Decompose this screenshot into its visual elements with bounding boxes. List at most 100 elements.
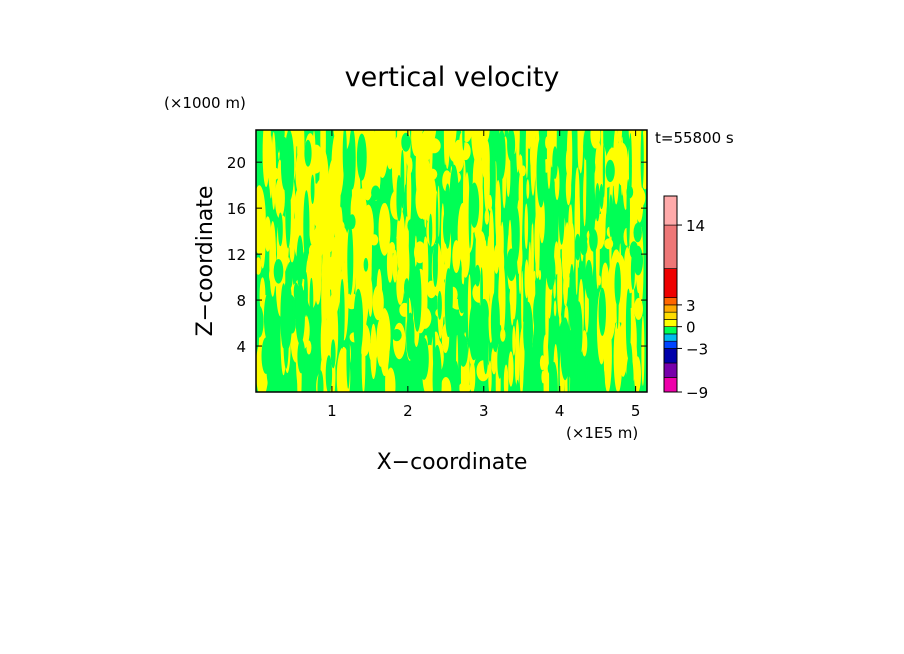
field-patch (499, 263, 506, 334)
field-patch-negative (266, 346, 276, 389)
field-patch (423, 286, 427, 321)
field-patch-negative (293, 282, 299, 301)
field-patch-negative (587, 353, 597, 392)
field-patch (484, 130, 490, 141)
field-patch-negative (574, 301, 583, 361)
field-patch-negative (523, 301, 533, 361)
field-patch-negative (278, 212, 283, 247)
field-patch (355, 220, 364, 301)
field-patch-negative (347, 224, 354, 295)
field-patch (449, 142, 460, 163)
field-patch (590, 130, 601, 149)
field-patch (322, 262, 329, 322)
field-patch-negative (256, 130, 262, 182)
field-patch-negative (346, 326, 351, 389)
colorbar-level (663, 348, 678, 364)
field-patch-negative (552, 146, 558, 180)
field-patch-negative (595, 183, 600, 222)
colorbar-level (663, 195, 678, 226)
field-patch (496, 211, 501, 268)
field-patch (431, 190, 437, 235)
field-patch (488, 360, 492, 392)
field-patch (545, 276, 549, 352)
field-patch (469, 361, 476, 392)
field-patch (363, 269, 368, 327)
field-patch-negative (303, 190, 310, 262)
field-patch (569, 204, 573, 272)
field-patch (424, 130, 437, 146)
x-unit-label: (×1E5 m) (566, 424, 638, 442)
field-patch-negative (609, 194, 613, 238)
field-patch-negative (339, 278, 345, 349)
field-patch-negative (303, 378, 306, 392)
field-patch (565, 259, 572, 270)
field-patch (444, 130, 450, 169)
colorbar-tick-label: 3 (686, 297, 696, 315)
y-axis-title: Z−coordinate (193, 186, 218, 337)
field-patch-negative (457, 283, 467, 314)
field-patch (613, 319, 623, 392)
field-patch-negative (462, 130, 465, 151)
field-patch-negative (497, 342, 503, 379)
field-patch-negative (468, 303, 479, 361)
field-patch (419, 147, 429, 220)
field-patch (440, 377, 452, 392)
field-patch-negative (273, 259, 284, 284)
field-patch (539, 355, 546, 371)
field-patch (361, 130, 366, 131)
field-patch (631, 138, 643, 206)
field-patch-negative (627, 342, 633, 392)
field-patch (503, 364, 509, 392)
field-patch-negative (309, 277, 314, 323)
field-patch-negative (616, 268, 619, 330)
field-patch-negative (598, 287, 606, 336)
field-patch-negative (585, 259, 593, 299)
field-patch-negative (401, 132, 411, 152)
field-patch (509, 289, 513, 306)
colorbar-tick-label: 14 (686, 217, 705, 235)
y-tick-label: 20 (227, 154, 246, 172)
field-patch-negative (419, 337, 429, 380)
field-patch (530, 130, 536, 196)
y-tick-label: 12 (227, 246, 246, 264)
field-patch (406, 159, 412, 227)
field-patch-negative (458, 334, 468, 367)
field-patch-negative (588, 198, 595, 239)
field-patch-negative (597, 364, 605, 392)
field-patch-negative (626, 185, 634, 199)
x-tick-label: 2 (403, 402, 413, 420)
field-patch-negative (342, 130, 347, 179)
field-patch (408, 157, 413, 174)
field-patch (521, 270, 524, 333)
y-axis: 4 8 12 16 20 (227, 154, 647, 356)
colorbar-level (663, 326, 678, 335)
field-patch (256, 257, 262, 275)
field-patch-negative (602, 141, 606, 198)
field-patch (489, 236, 495, 310)
plot-frame (255, 129, 648, 393)
field-patch (515, 337, 519, 356)
x-tick-label: 4 (555, 402, 565, 420)
field-patch-negative (557, 130, 565, 152)
field-patch-negative (490, 291, 500, 353)
field-patch-negative (507, 130, 516, 162)
field-patch (378, 202, 391, 256)
field-patch (634, 297, 643, 320)
colorbar-level (663, 304, 678, 313)
field-patch (372, 285, 384, 321)
colorbar-level (663, 268, 678, 298)
field-patch (385, 359, 389, 392)
field-patch-negative (516, 379, 519, 392)
colorbar-level (663, 362, 678, 378)
field-patch-negative (406, 312, 415, 360)
field-patch-negative (396, 178, 402, 222)
field-patch-negative (325, 355, 333, 392)
field-patch-negative (474, 264, 481, 287)
field-patch (330, 158, 341, 228)
chart-title: vertical velocity (345, 62, 560, 93)
field-patch (512, 325, 516, 356)
field-patch (518, 154, 523, 175)
field-patch-negative (469, 182, 480, 228)
field-patch-negative (413, 263, 422, 332)
